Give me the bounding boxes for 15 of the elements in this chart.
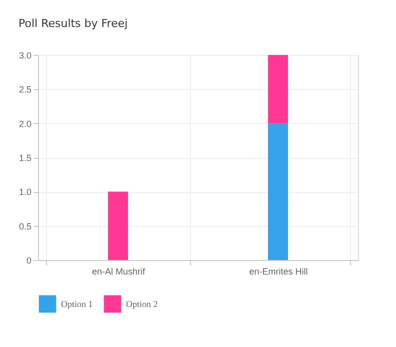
y-tick-label: 3.0	[18, 50, 32, 60]
y-tick-label: 1.0	[18, 187, 32, 198]
legend-label: Option 1	[61, 298, 93, 309]
bar	[268, 55, 288, 124]
x-tick-label: en-Emrites Hill	[249, 266, 308, 276]
y-tick-label: 1.5	[18, 153, 32, 163]
x-tick-label: en-Al Mushrif	[92, 266, 146, 276]
bar	[268, 123, 288, 260]
y-tick-label: 2.5	[18, 84, 32, 95]
y-tick-label: 0.5	[18, 221, 32, 232]
y-tick-label: 0	[26, 256, 32, 266]
bar	[108, 192, 128, 260]
chart-title: Poll Results by Freej	[18, 17, 128, 30]
legend-label: Option 2	[126, 298, 158, 309]
y-tick-label: 2.0	[18, 118, 32, 129]
